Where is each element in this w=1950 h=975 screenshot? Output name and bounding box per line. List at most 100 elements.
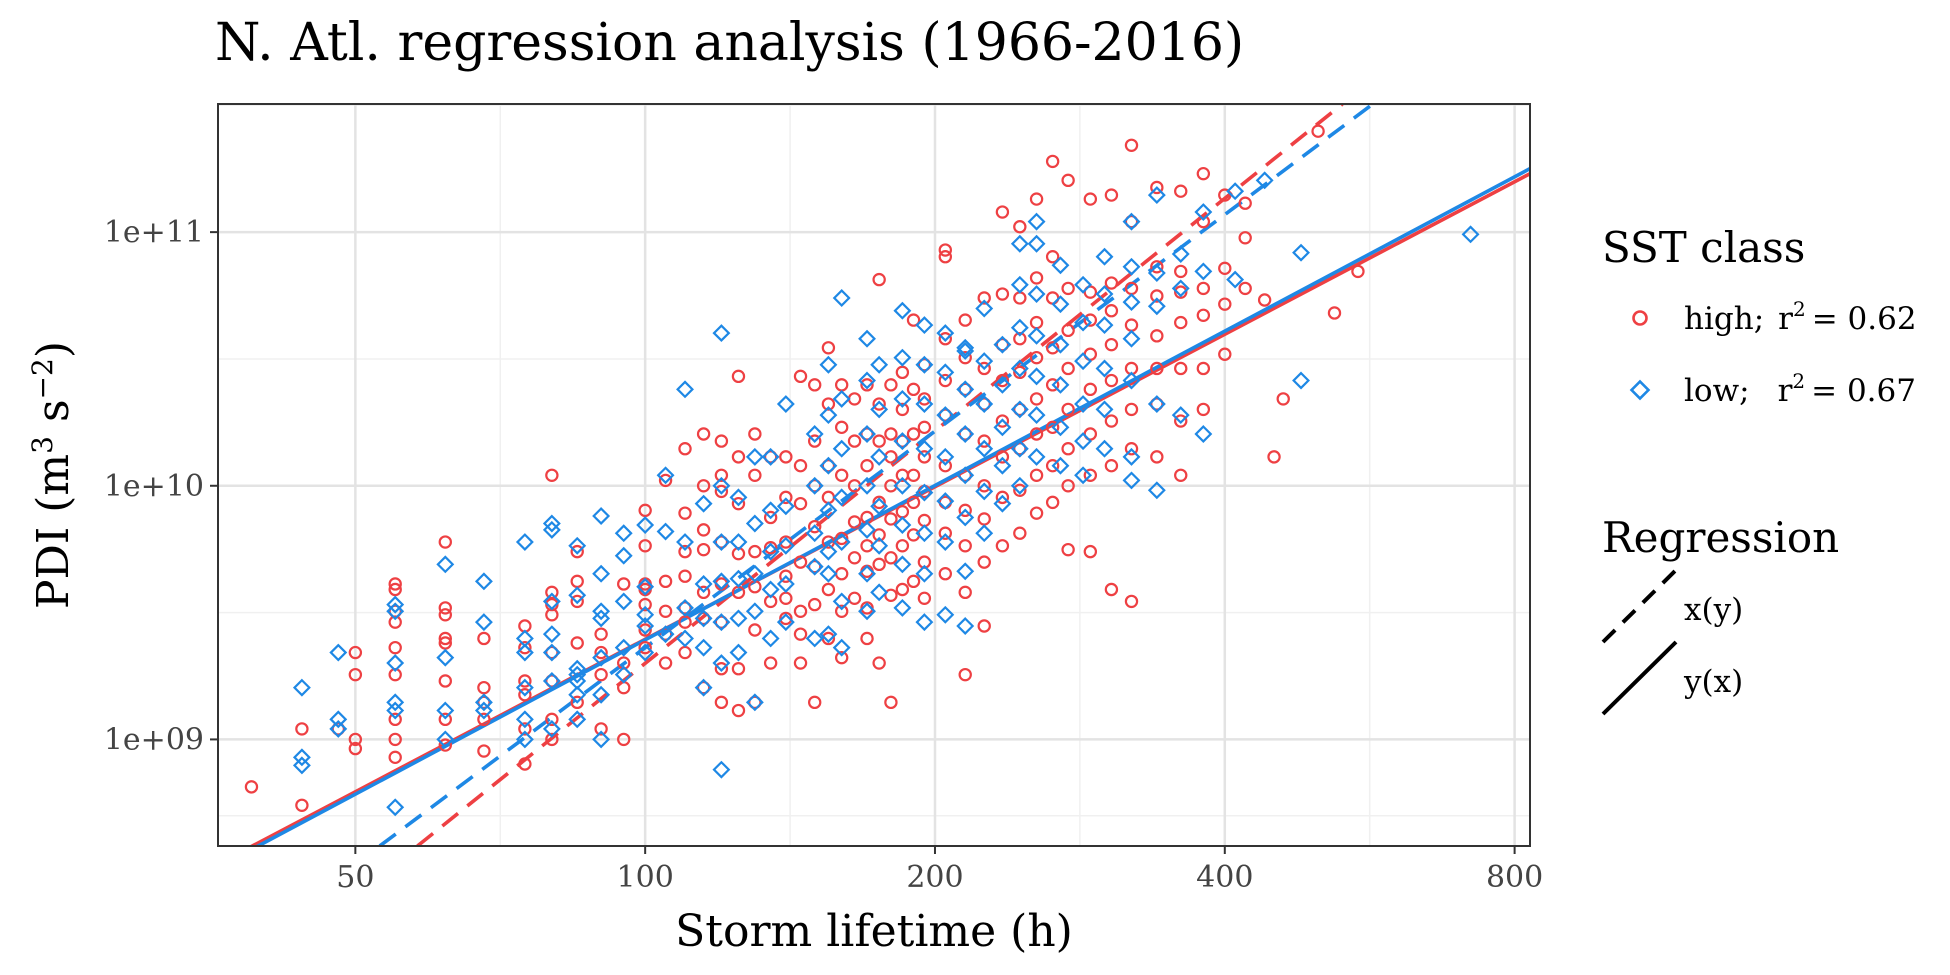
data-point-low <box>1147 186 1166 205</box>
data-point-high <box>388 750 402 765</box>
data-point-low <box>805 476 824 495</box>
data-point-low <box>386 654 405 673</box>
data-point-low <box>936 324 955 343</box>
data-point-high <box>977 397 991 411</box>
data-point-high <box>518 688 532 702</box>
data-point-high <box>779 535 793 549</box>
data-point-low <box>1122 257 1141 276</box>
data-point-high <box>884 512 898 526</box>
data-point-high <box>696 585 711 600</box>
data-point-high <box>807 434 822 448</box>
data-point-high <box>1150 450 1164 464</box>
data-point-low <box>832 488 851 507</box>
data-point-high <box>714 615 729 629</box>
data-point-high <box>1150 329 1164 343</box>
data-point-low <box>1147 395 1166 413</box>
data-point-high <box>1061 442 1075 456</box>
data-point-low <box>712 654 731 673</box>
data-point-low <box>542 520 561 539</box>
data-point-high <box>696 479 711 493</box>
data-point-high <box>958 539 972 553</box>
data-point-low <box>893 516 912 535</box>
data-point-low <box>614 524 633 543</box>
data-point-high <box>1061 281 1075 296</box>
data-point-high <box>807 695 822 710</box>
data-point-low <box>975 482 994 501</box>
x-axis-title: Storm lifetime (h) <box>675 906 1073 957</box>
data-point-high <box>995 490 1010 505</box>
data-point-high <box>518 757 532 771</box>
data-point-low <box>956 617 975 635</box>
data-point-high <box>731 369 746 384</box>
data-point-low <box>292 756 311 775</box>
data-point-low <box>745 564 764 583</box>
data-point-high <box>938 250 953 264</box>
data-point-high <box>1150 361 1164 376</box>
data-point-high <box>834 531 849 546</box>
data-point-high <box>917 450 932 464</box>
data-point-low <box>956 425 975 443</box>
data-point-low <box>745 514 764 533</box>
data-point-high <box>1196 402 1211 417</box>
data-point-high <box>477 631 491 646</box>
data-point-low <box>1051 418 1070 437</box>
data-point-low <box>1171 279 1190 298</box>
data-point-low <box>956 562 975 581</box>
data-point-low <box>776 613 795 632</box>
data-point-low <box>858 329 876 348</box>
data-point-high <box>545 468 559 482</box>
legend-key-solid <box>1601 640 1678 716</box>
data-point-high <box>1174 315 1188 330</box>
data-point-high <box>545 674 559 688</box>
data-point-high <box>872 495 886 510</box>
data-point-high <box>570 594 584 609</box>
data-point-low <box>956 466 975 485</box>
data-point-high <box>884 695 898 710</box>
data-point-high <box>917 358 932 372</box>
data-point-low <box>542 719 561 738</box>
data-point-high <box>938 332 953 346</box>
data-point-high <box>518 722 532 736</box>
data-point-high <box>977 619 991 633</box>
data-point-low <box>745 602 764 621</box>
data-point-high <box>570 544 584 559</box>
data-point-low <box>568 665 587 684</box>
data-point-high <box>860 631 874 646</box>
data-point-high <box>793 627 808 641</box>
data-point-high <box>570 695 584 710</box>
data-point-high <box>678 544 692 559</box>
data-point-high <box>1124 138 1139 152</box>
regression-line-xy-low <box>378 104 1374 846</box>
data-point-high <box>477 712 491 727</box>
data-point-low <box>1095 285 1114 304</box>
data-point-high <box>906 495 921 510</box>
data-point-low <box>870 497 889 516</box>
data-point-low <box>614 592 633 611</box>
data-point-low <box>515 643 534 662</box>
data-point-high <box>1029 506 1044 520</box>
data-point-high <box>763 510 778 525</box>
data-point-low <box>956 380 975 399</box>
data-point-low <box>870 355 889 374</box>
data-point-low <box>329 643 348 662</box>
data-point-low <box>936 363 955 382</box>
data-point-high <box>714 468 729 482</box>
data-point-low <box>1051 335 1070 354</box>
data-point-low <box>745 693 764 712</box>
data-point-high <box>1029 392 1044 406</box>
data-point-low <box>870 536 889 555</box>
data-point-high <box>1174 184 1188 198</box>
data-point-low <box>776 395 795 413</box>
data-point-high <box>1218 261 1232 276</box>
data-point-high <box>731 662 746 676</box>
data-point-high <box>884 427 898 441</box>
data-point-low <box>993 456 1012 475</box>
data-point-low <box>956 342 975 360</box>
data-point-low <box>993 375 1012 394</box>
data-point-high <box>438 631 452 646</box>
data-point-high <box>1013 402 1027 417</box>
data-point-low <box>568 685 587 704</box>
data-point-high <box>807 378 822 392</box>
data-point-high <box>244 780 259 794</box>
